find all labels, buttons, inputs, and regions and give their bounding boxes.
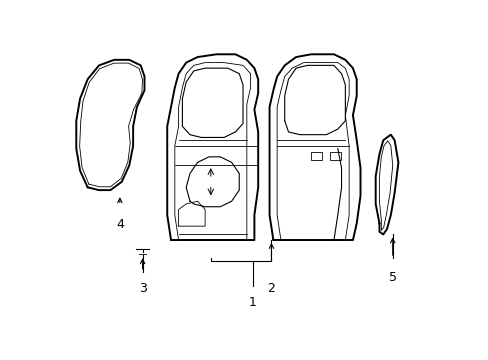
Text: 3: 3 (139, 282, 146, 294)
Text: 4: 4 (116, 218, 123, 231)
Bar (311, 152, 321, 159)
Bar (329, 152, 340, 159)
Text: 2: 2 (267, 282, 275, 294)
Text: 1: 1 (248, 296, 256, 309)
Text: 5: 5 (388, 270, 396, 284)
